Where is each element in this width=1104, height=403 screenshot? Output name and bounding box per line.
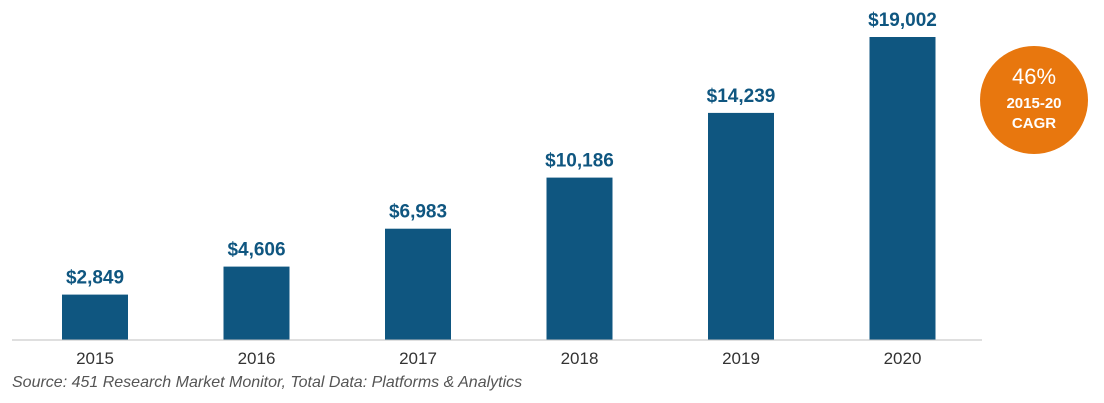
data-label-2019: $14,239 <box>707 86 776 107</box>
x-tick-2018: 2018 <box>561 349 599 368</box>
bar-2019 <box>708 112 774 341</box>
bar-2017 <box>385 228 451 340</box>
bar-2016 <box>223 266 290 340</box>
bar-2015 <box>62 294 128 340</box>
source-note: Source: 451 Research Market Monitor, Tot… <box>12 374 523 391</box>
data-label-2015: $2,849 <box>66 268 124 289</box>
bar-2020 <box>869 37 936 340</box>
cagr-circle <box>980 46 1088 154</box>
cagr-period: 2015-20 <box>1006 95 1061 112</box>
cagr-label: CAGR <box>1012 115 1056 132</box>
data-label-2020: $19,002 <box>868 10 937 31</box>
data-label-2016: $4,606 <box>227 240 285 261</box>
bars-group: $2,849 $4,606 $6,983 $10,186 $14,239 $19,002 <box>62 10 937 341</box>
data-label-2018: $10,186 <box>545 151 614 172</box>
x-tick-2020: 2020 <box>884 349 922 368</box>
cagr-percent: 46% <box>1012 64 1056 89</box>
x-tick-2017: 2017 <box>399 349 437 368</box>
x-tick-labels: 2015 2016 2017 2018 2019 2020 <box>76 349 921 368</box>
cagr-badge: 46% 2015-20 CAGR <box>980 46 1088 154</box>
x-tick-2015: 2015 <box>76 349 114 368</box>
x-tick-2019: 2019 <box>722 349 760 368</box>
data-label-2017: $6,983 <box>389 202 447 223</box>
bar-2018 <box>546 177 613 340</box>
x-tick-2016: 2016 <box>238 349 276 368</box>
